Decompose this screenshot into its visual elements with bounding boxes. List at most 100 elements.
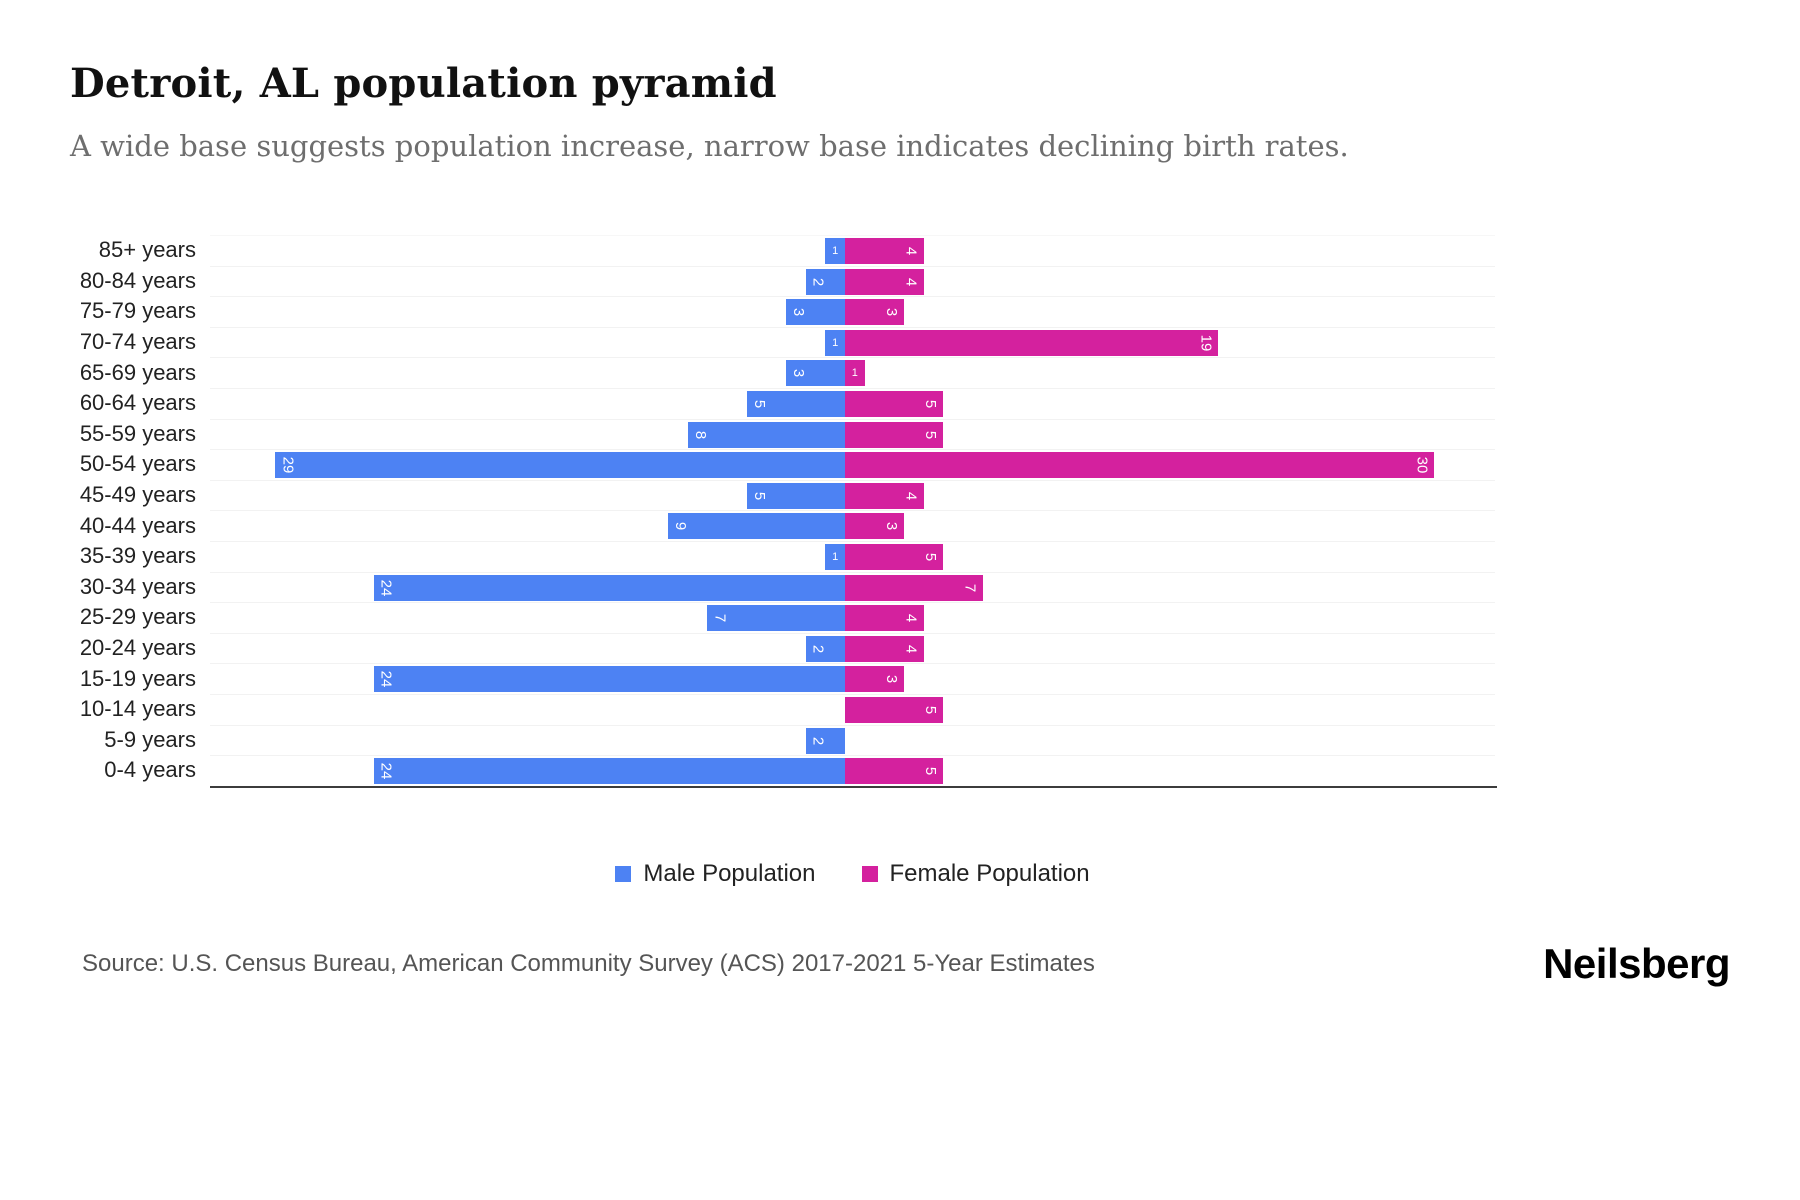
chart-row: 85+ years 1 4 <box>70 235 1730 266</box>
female-bar[interactable]: 3 <box>845 513 904 540</box>
female-bar[interactable]: 4 <box>845 268 924 295</box>
male-bar[interactable]: 5 <box>746 390 845 417</box>
age-group-label: 60-64 years <box>79 390 196 416</box>
bar-value-label: 1 <box>832 550 839 563</box>
male-bar[interactable]: 2 <box>805 268 845 295</box>
bar-value-label: 24 <box>377 762 395 780</box>
bar-value-label: 5 <box>922 399 940 409</box>
female-legend-label: Female Population <box>889 859 1090 887</box>
bar-value-label: 2 <box>809 736 827 745</box>
female-bar[interactable]: 5 <box>845 421 944 448</box>
bar-value-label: 1 <box>832 336 839 349</box>
bar-value-label: 4 <box>902 277 920 286</box>
male-bar[interactable]: 24 <box>373 758 845 785</box>
brand-logo: Neilsberg <box>1543 939 1730 987</box>
chart-row: 15-19 years 24 3 <box>70 663 1730 694</box>
bar-value-label: 5 <box>922 705 940 715</box>
male-bar[interactable]: 8 <box>687 421 845 448</box>
chart-row: 50-54 years 29 30 <box>70 449 1730 480</box>
age-group-label: 25-29 years <box>79 604 196 630</box>
page-title: Detroit, AL population pyramid <box>70 60 777 107</box>
row-plot-area: 2 <box>210 724 1495 756</box>
chart-row: 5-9 years 2 <box>70 724 1730 756</box>
row-plot-area: 24 7 <box>210 571 1495 603</box>
female-bar[interactable]: 7 <box>845 574 983 601</box>
female-bar[interactable]: 5 <box>845 390 944 417</box>
female-bar[interactable]: 5 <box>845 543 944 570</box>
male-bar[interactable]: 7 <box>707 605 845 632</box>
female-bar[interactable]: 4 <box>845 482 924 509</box>
bar-value-label: 2 <box>809 277 827 286</box>
male-bar[interactable]: 24 <box>373 666 845 693</box>
female-bar[interactable]: 5 <box>845 696 944 723</box>
bar-value-label: 2 <box>809 644 827 653</box>
male-bar[interactable]: 5 <box>746 482 845 509</box>
age-group-label: 85+ years <box>98 237 196 263</box>
age-group-label: 40-44 years <box>79 512 196 538</box>
legend-item-male[interactable]: Male Population <box>615 859 816 888</box>
chart-row: 35-39 years 1 5 <box>70 540 1730 572</box>
age-group-label: 50-54 years <box>79 451 196 477</box>
female-bar[interactable]: 30 <box>845 452 1435 479</box>
bar-value-label: 3 <box>882 308 900 317</box>
age-group-label: 20-24 years <box>79 635 196 661</box>
chart-row: 55-59 years 8 5 <box>70 418 1730 450</box>
bar-value-label: 19 <box>1197 334 1215 352</box>
male-bar[interactable]: 2 <box>805 727 845 754</box>
male-bar[interactable]: 3 <box>786 299 845 326</box>
male-bar[interactable]: 1 <box>825 329 845 356</box>
age-group-label: 65-69 years <box>79 359 196 385</box>
bar-value-label: 5 <box>922 766 940 776</box>
male-bar[interactable]: 2 <box>805 635 845 662</box>
male-bar[interactable]: 1 <box>825 543 845 570</box>
bar-value-label: 5 <box>750 491 768 500</box>
male-bar[interactable]: 29 <box>275 452 845 479</box>
bar-value-label: 3 <box>790 308 808 317</box>
row-plot-area: 24 3 <box>210 663 1495 694</box>
bar-value-label: 5 <box>750 399 768 409</box>
bar-value-label: 5 <box>922 552 940 562</box>
bar-value-label: 5 <box>922 430 940 439</box>
age-group-label: 5-9 years <box>104 726 196 752</box>
legend-item-female[interactable]: Female Population <box>861 859 1090 888</box>
bar-value-label: 4 <box>902 491 920 500</box>
bar-value-label: 1 <box>832 245 839 257</box>
female-bar[interactable]: 5 <box>845 758 944 785</box>
male-bar[interactable]: 3 <box>786 360 845 387</box>
female-bar[interactable]: 19 <box>845 329 1219 356</box>
bar-value-label: 7 <box>711 613 729 623</box>
bar-value-label: 4 <box>902 613 920 623</box>
male-legend-label: Male Population <box>643 859 816 887</box>
female-bar[interactable]: 3 <box>845 299 904 326</box>
bar-value-label: 8 <box>691 430 709 439</box>
bar-value-label: 24 <box>377 579 395 596</box>
male-bar[interactable]: 9 <box>668 513 845 540</box>
chart-footer: Source: U.S. Census Bureau, American Com… <box>70 940 1730 988</box>
age-group-label: 35-39 years <box>79 543 196 569</box>
chart-row: 10-14 years 5 <box>70 693 1730 725</box>
chart-rows: 85+ years 1 4 80-84 years 2 4 75-79 years 3 3 70-… <box>70 235 1730 786</box>
population-pyramid-chart: 85+ years 1 4 80-84 years 2 4 75-79 years 3 3 70-… <box>70 235 1730 788</box>
male-bar[interactable]: 24 <box>373 574 845 601</box>
female-bar[interactable]: 4 <box>845 605 924 632</box>
female-bar[interactable]: 4 <box>845 635 924 662</box>
age-group-label: 45-49 years <box>79 482 196 508</box>
bar-value-label: 3 <box>882 522 900 531</box>
female-bar[interactable]: 1 <box>845 360 865 387</box>
female-bar[interactable]: 3 <box>845 666 904 693</box>
male-bar[interactable]: 1 <box>825 238 845 264</box>
age-group-label: 75-79 years <box>79 298 196 324</box>
female-legend-swatch-icon <box>861 865 878 882</box>
female-bar[interactable]: 4 <box>845 238 924 264</box>
chart-legend: Male Population Female Population <box>210 860 1495 888</box>
row-plot-area: 29 30 <box>210 449 1495 480</box>
chart-row: 20-24 years 2 4 <box>70 632 1730 664</box>
